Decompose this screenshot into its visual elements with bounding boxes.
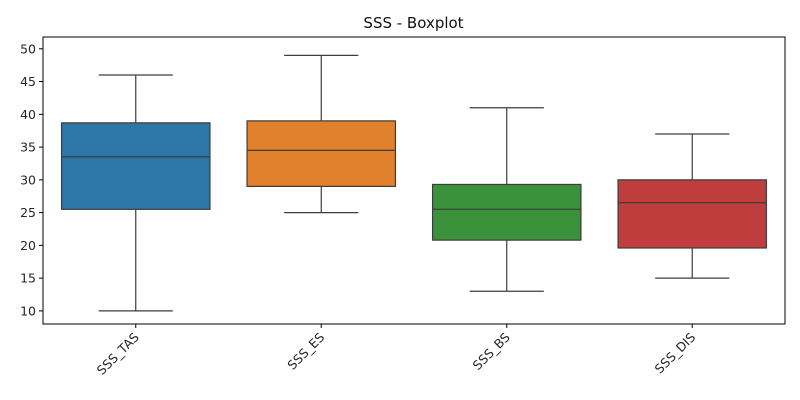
y-tick-label: 10 (20, 303, 36, 318)
y-tick-label: 15 (20, 271, 36, 286)
y-tick-label: 50 (20, 41, 36, 56)
y-tick-label: 20 (20, 238, 36, 253)
y-tick-label: 30 (20, 172, 36, 187)
x-tick-label: SSS_DIS (651, 329, 698, 376)
x-tick-label: SSS_BS (469, 329, 512, 372)
plot-area: 10 15 20 25 30 35 40 45 50 SSS_TAS SSS_ES SSS_BS SSS… (20, 41, 768, 378)
y-tick-label: 35 (20, 140, 36, 155)
x-tick-label: SSS_ES (284, 329, 327, 372)
box-sss_dis (617, 179, 768, 249)
box-sss_es (246, 120, 397, 187)
y-tick-label: 45 (20, 74, 36, 89)
y-tick-label: 25 (20, 205, 36, 220)
plot-frame (42, 36, 786, 325)
chart-title: SSS - Boxplot (363, 14, 463, 32)
box-sss_bs (431, 183, 582, 241)
box-sss_tas (60, 122, 211, 210)
x-tick-label: SSS_TAS (94, 329, 142, 377)
y-tick-label: 40 (20, 107, 36, 122)
